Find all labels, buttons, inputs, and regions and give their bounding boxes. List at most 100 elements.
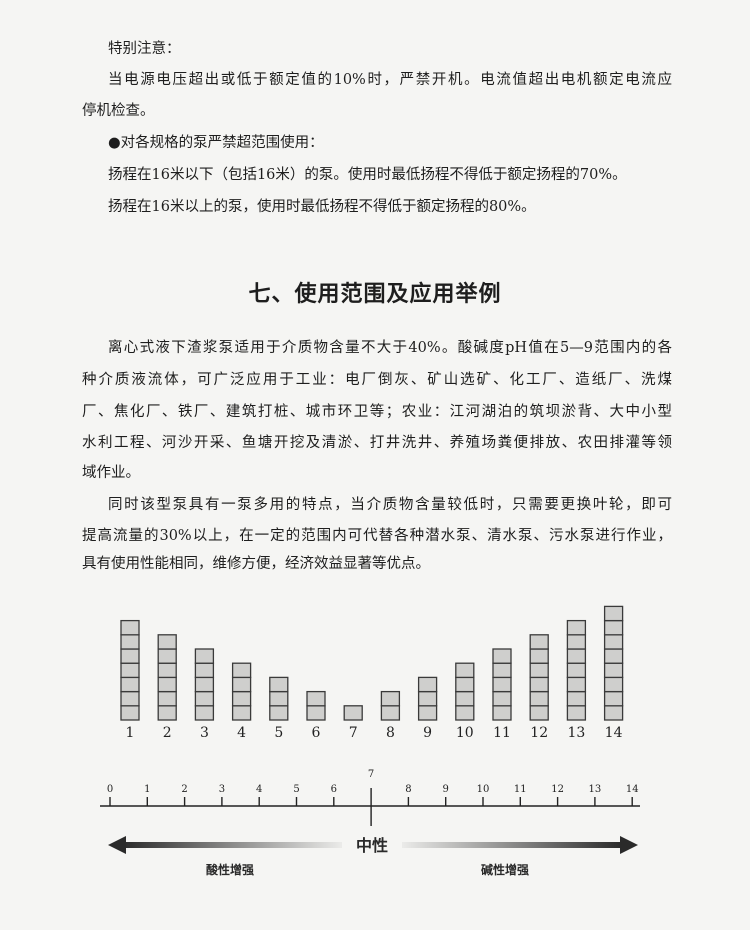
bar — [417, 676, 438, 721]
bar-block — [566, 634, 587, 650]
bar — [380, 690, 401, 721]
bar-block — [231, 676, 252, 693]
bar — [120, 619, 140, 721]
bar-label: 9 — [423, 725, 432, 741]
bar — [306, 690, 326, 721]
bar-label: 2 — [163, 725, 172, 741]
bar-block — [566, 676, 587, 693]
bar-block — [529, 676, 549, 693]
bar-block — [269, 705, 289, 721]
bar-block — [455, 705, 475, 721]
paragraph-line: 种介质液流体，可广泛应用于工业：电厂倒灰、矿山选矿、化工厂、造纸厂、洗煤 — [82, 372, 672, 388]
bar-block — [603, 690, 624, 707]
bar-block — [120, 690, 140, 707]
bar-block — [417, 705, 438, 721]
bar-block — [269, 690, 289, 707]
bar-block — [529, 705, 549, 721]
bar-block — [306, 690, 326, 707]
bar-block — [529, 690, 549, 707]
paragraph-line: 厂、焦化厂、铁厂、建筑打桩、城市环卫等；农业：江河湖泊的筑坝淤背、大中小型 — [82, 404, 672, 420]
bar-block — [417, 676, 438, 693]
bar-label: 11 — [493, 725, 511, 741]
bar-block — [529, 634, 549, 650]
bar-block — [343, 705, 363, 721]
bar-block — [194, 676, 215, 693]
ph-tick-label: 3 — [219, 784, 225, 795]
bar-block — [455, 690, 475, 707]
bar-block — [380, 690, 401, 707]
acid-arrow-shaft — [122, 842, 342, 848]
notice-paragraph-line: 停机检查。 — [82, 103, 155, 119]
bar-label: 13 — [567, 725, 585, 741]
acid-arrowhead — [108, 836, 126, 854]
bar-block — [492, 648, 512, 664]
bar — [492, 648, 512, 721]
ph-tick-label: 7 — [368, 769, 374, 780]
bar-block — [603, 619, 624, 636]
bar-label: 7 — [349, 725, 358, 741]
bar-block — [157, 676, 177, 693]
ph-tick-label: 1 — [144, 784, 150, 795]
paragraph-line: 具有使用性能相同，维修方便，经济效益显著等优点。 — [82, 556, 430, 572]
bar-block — [269, 676, 289, 693]
section-title: 七、使用范围及应用举例 — [248, 282, 502, 307]
bar-block — [306, 705, 326, 721]
bar-block — [566, 705, 587, 721]
bar — [603, 605, 624, 721]
base-arrow-shaft — [402, 842, 622, 848]
bar-block — [603, 676, 624, 693]
bar-block — [120, 648, 140, 664]
notice-bullet: ●对各规格的泵严禁超范围使用： — [108, 135, 324, 151]
bar-block — [566, 662, 587, 679]
bar-label: 12 — [530, 725, 548, 741]
ph-tick-label: 13 — [589, 784, 602, 795]
bar-block — [492, 676, 512, 693]
notice-paragraph-line: 当电源电压超出或低于额定值的10%时，严禁开机。电流值超出电机额定电流应 — [108, 72, 672, 88]
paragraph-line: 离心式液下渣浆泵适用于介质物含量不大于40%。酸碱度pH值在5—9范围内的各 — [108, 340, 672, 356]
bar-block — [492, 690, 512, 707]
ph-tick-label: 6 — [331, 784, 337, 795]
bar-block — [231, 705, 252, 721]
bar-block — [380, 705, 401, 721]
bar-label: 8 — [386, 725, 395, 741]
bar-block — [417, 690, 438, 707]
bar-label: 6 — [312, 725, 321, 741]
bar-block — [455, 662, 475, 679]
bar-block — [120, 705, 140, 721]
bar — [157, 634, 177, 721]
bar-block — [231, 662, 252, 679]
bar-label: 10 — [456, 725, 474, 741]
bar — [566, 619, 587, 721]
bar — [269, 676, 289, 721]
bar-block — [157, 705, 177, 721]
bar-block — [603, 662, 624, 679]
bar — [194, 648, 215, 721]
ph-tick-label: 5 — [293, 784, 299, 795]
bar-block — [455, 676, 475, 693]
bar-block — [603, 634, 624, 650]
bar-block — [120, 619, 140, 636]
bar-block — [529, 662, 549, 679]
bar — [231, 662, 252, 721]
bar-block — [157, 634, 177, 650]
paragraph-line: 同时该型泵具有一泵多用的特点，当介质物含量较低时，只需要更换叶轮，即可 — [108, 497, 672, 513]
bar-block — [566, 690, 587, 707]
ph-tick-label: 2 — [181, 784, 187, 795]
neutral-label: 中性 — [356, 836, 388, 855]
bar-block — [603, 648, 624, 664]
ph-tick-label: 8 — [405, 784, 411, 795]
bar-block — [157, 662, 177, 679]
bar-block — [120, 676, 140, 693]
bar-block — [157, 690, 177, 707]
ph-tick-label: 14 — [626, 784, 639, 795]
bar-block — [492, 662, 512, 679]
bar-block — [566, 648, 587, 664]
ph-tick-label: 12 — [551, 784, 564, 795]
bar — [455, 662, 475, 721]
paragraph-line: 水利工程、河沙开采、鱼塘开挖及清淤、打井洗井、养殖场粪便排放、农田排灌等领 — [82, 435, 672, 451]
ph-tick-label: 4 — [256, 784, 262, 795]
base-label: 碱性增强 — [481, 862, 529, 877]
notice-heading: 特别注意： — [108, 41, 181, 57]
bar-block — [194, 648, 215, 664]
